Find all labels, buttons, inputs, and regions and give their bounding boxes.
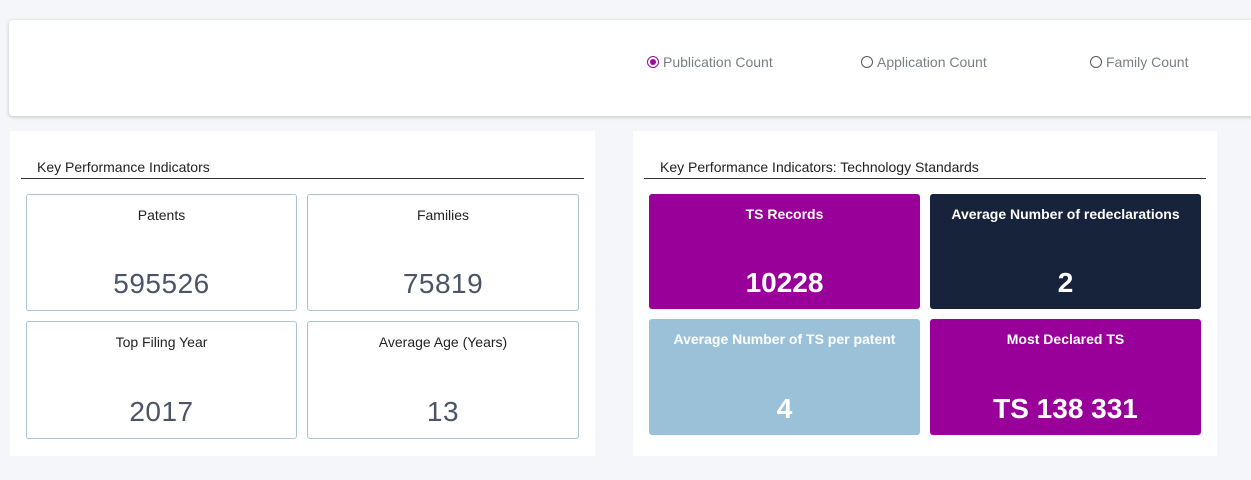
radio-label: Application Count bbox=[877, 54, 987, 70]
kpi-card-average-age[interactable]: Average Age (Years) 13 bbox=[307, 321, 579, 439]
kpi-card-value: 595526 bbox=[113, 268, 210, 299]
radio-unchecked-icon[interactable] bbox=[1090, 56, 1102, 68]
family-count-radio[interactable]: Family Count bbox=[1090, 54, 1188, 70]
kpi-card-value: 2017 bbox=[129, 396, 194, 427]
kpi-panel-title: Key Performance Indicators bbox=[37, 159, 210, 175]
publication-count-radio[interactable]: Publication Count bbox=[647, 54, 773, 70]
ts-card-label: Average Number of TS per patent bbox=[673, 331, 896, 347]
kpi-card-value: 75819 bbox=[402, 268, 484, 299]
count-type-filter-bar: Publication Count Application Count Fami… bbox=[9, 20, 1251, 116]
kpi-card-label: Patents bbox=[137, 207, 186, 223]
kpi-card-label: Top Filing Year bbox=[115, 334, 208, 350]
ts-panel-title: Key Performance Indicators: Technology S… bbox=[660, 159, 979, 175]
kpi-card-label: Average Age (Years) bbox=[378, 334, 508, 350]
ts-card-value: TS 138 331 bbox=[993, 393, 1138, 424]
kpi-card-label: Families bbox=[416, 207, 470, 223]
ts-card-value: 4 bbox=[776, 393, 793, 424]
ts-card-average-redeclarations[interactable]: Average Number of redeclarations 2 bbox=[930, 194, 1201, 309]
kpi-card-patents[interactable]: Patents 595526 bbox=[26, 194, 297, 311]
ts-card-value: 2 bbox=[1057, 267, 1074, 298]
radio-checked-icon[interactable] bbox=[647, 56, 659, 68]
ts-card-label: Most Declared TS bbox=[1006, 331, 1125, 347]
ts-title-divider bbox=[644, 178, 1206, 179]
radio-label: Publication Count bbox=[663, 54, 773, 70]
radio-label: Family Count bbox=[1106, 54, 1189, 70]
kpi-card-value: 13 bbox=[426, 396, 460, 427]
radio-unchecked-icon[interactable] bbox=[861, 56, 873, 68]
kpi-card-families[interactable]: Families 75819 bbox=[307, 194, 579, 311]
ts-kpi-panel: Key Performance Indicators: Technology S… bbox=[633, 131, 1217, 456]
ts-card-label: Average Number of redeclarations bbox=[951, 206, 1180, 222]
ts-card-most-declared-ts[interactable]: Most Declared TS TS 138 331 bbox=[930, 319, 1201, 435]
ts-card-value: 10228 bbox=[745, 267, 824, 298]
ts-card-average-ts-per-patent[interactable]: Average Number of TS per patent 4 bbox=[649, 319, 920, 435]
ts-card-label: TS Records bbox=[745, 206, 824, 222]
application-count-radio[interactable]: Application Count bbox=[861, 54, 987, 70]
ts-card-ts-records[interactable]: TS Records 10228 bbox=[649, 194, 920, 309]
kpi-card-top-filing-year[interactable]: Top Filing Year 2017 bbox=[26, 321, 297, 439]
kpi-title-divider bbox=[21, 178, 584, 179]
kpi-panel: Key Performance Indicators Patents 59552… bbox=[10, 131, 595, 456]
